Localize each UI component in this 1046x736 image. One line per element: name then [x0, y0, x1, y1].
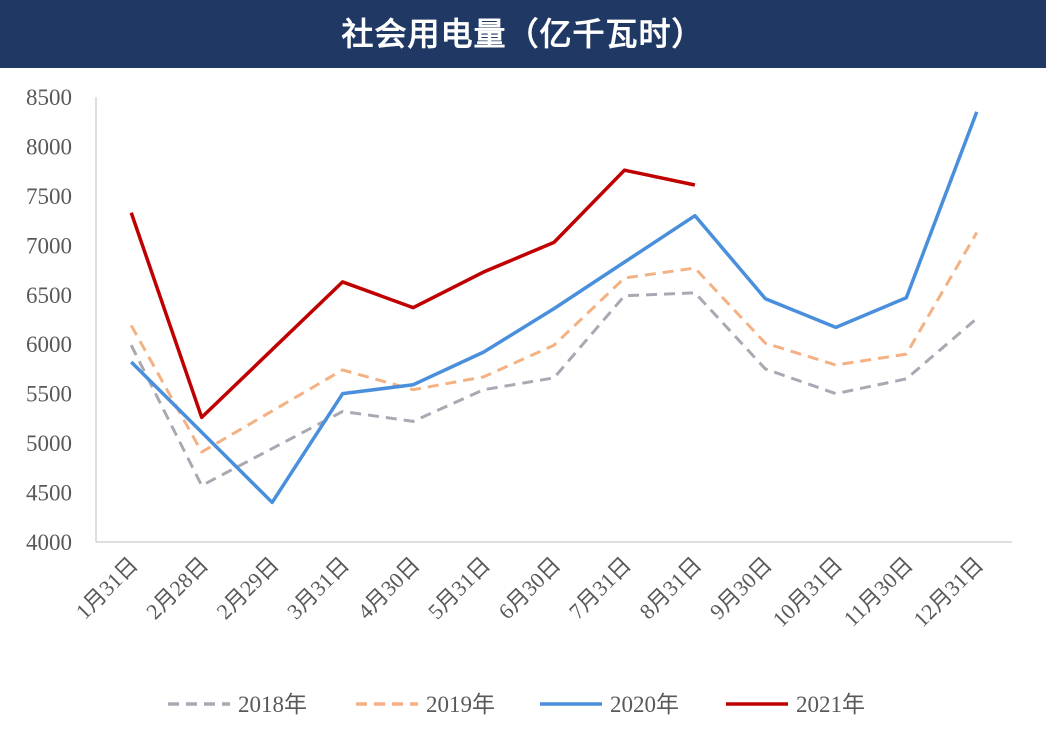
y-tick-label: 6000: [26, 332, 72, 357]
legend-label: 2020年: [610, 692, 679, 717]
x-tick-label: 10月31日: [767, 552, 847, 632]
legend-label: 2021年: [796, 692, 865, 717]
y-tick-label: 7000: [26, 233, 72, 258]
y-tick-label: 8500: [26, 85, 72, 110]
y-tick-label: 7500: [26, 184, 72, 209]
chart-title: 社会用电量（亿千瓦时）: [0, 0, 1046, 68]
y-tick-label: 4500: [26, 481, 72, 506]
series-line-2020年: [129, 111, 979, 505]
legend-label: 2019年: [426, 692, 495, 717]
series-line-2021年: [129, 168, 696, 420]
x-tick-label: 6月30日: [493, 552, 565, 624]
y-tick-label: 6500: [26, 283, 72, 308]
x-tick-label: 7月31日: [564, 552, 636, 624]
legend-label: 2018年: [238, 692, 307, 717]
series-line-2019年: [129, 231, 979, 454]
x-tick-label: 5月31日: [423, 552, 495, 624]
x-tick-label: 12月31日: [908, 552, 988, 632]
x-tick-label: 1月31日: [71, 552, 143, 624]
x-tick-label: 2月29日: [212, 552, 284, 624]
x-tick-label: 9月30日: [705, 552, 777, 624]
x-tick-label: 3月31日: [282, 552, 354, 624]
y-tick-label: 8000: [26, 134, 72, 159]
x-tick-label: 4月30日: [352, 552, 424, 624]
y-tick-label: 4000: [26, 530, 72, 555]
y-tick-label: 5000: [26, 431, 72, 456]
x-tick-label: 2月28日: [141, 552, 213, 624]
x-tick-label: 11月30日: [839, 552, 918, 631]
x-tick-label: 8月31日: [634, 552, 706, 624]
series-line-2018年: [129, 291, 978, 488]
y-tick-label: 5500: [26, 382, 72, 407]
